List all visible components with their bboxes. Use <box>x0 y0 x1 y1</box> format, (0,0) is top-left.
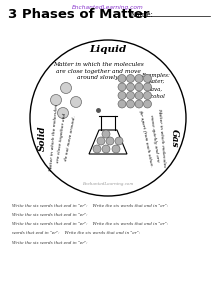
Text: Write the six words that end in "er":: Write the six words that end in "er": <box>12 213 87 217</box>
Text: Write the six words that end in "er":: Write the six words that end in "er": <box>12 241 87 245</box>
Circle shape <box>112 145 120 153</box>
Circle shape <box>127 83 135 91</box>
Text: Name:: Name: <box>130 12 153 18</box>
Circle shape <box>118 75 126 82</box>
Circle shape <box>97 137 105 145</box>
Circle shape <box>143 83 151 91</box>
Circle shape <box>127 75 135 82</box>
Circle shape <box>93 145 101 153</box>
Circle shape <box>135 92 143 99</box>
Text: move quickly and are: move quickly and are <box>149 114 159 162</box>
Circle shape <box>118 92 126 99</box>
Circle shape <box>135 83 143 91</box>
Circle shape <box>106 137 114 145</box>
Circle shape <box>30 40 186 196</box>
Circle shape <box>143 92 151 99</box>
Text: far apart from each other.: far apart from each other. <box>138 109 154 167</box>
Circle shape <box>135 100 143 108</box>
Circle shape <box>127 92 135 99</box>
Text: words that end in "er":    Write the six words that end in "er":: words that end in "er": Write the six wo… <box>12 231 140 235</box>
Text: Matter in which the molecules: Matter in which the molecules <box>49 104 59 172</box>
Text: are close together and: are close together and <box>57 113 67 163</box>
Circle shape <box>51 94 62 105</box>
Circle shape <box>143 75 151 82</box>
Circle shape <box>102 130 110 138</box>
Text: 3 Phases of Matter: 3 Phases of Matter <box>8 9 149 22</box>
Text: Matter in which molecules: Matter in which molecules <box>157 108 167 168</box>
Circle shape <box>70 96 81 107</box>
Circle shape <box>118 100 126 108</box>
Circle shape <box>57 107 68 118</box>
Circle shape <box>60 82 71 94</box>
Circle shape <box>102 145 110 153</box>
Circle shape <box>135 75 143 82</box>
Text: Matter in which the molecules
are close together and move
around slowly.: Matter in which the molecules are close … <box>53 62 143 81</box>
Circle shape <box>115 137 123 145</box>
Circle shape <box>143 100 151 108</box>
Text: Write the six words that end in "er":    Write the six words that end in "er":: Write the six words that end in "er": Wr… <box>12 204 168 208</box>
Circle shape <box>118 83 126 91</box>
Circle shape <box>127 100 135 108</box>
Text: Solid: Solid <box>38 125 46 151</box>
Text: Examples:
water,
lava,
alcohol: Examples: water, lava, alcohol <box>141 73 170 99</box>
Text: EnchantedLearning.com: EnchantedLearning.com <box>72 5 144 10</box>
Text: Liquid: Liquid <box>89 45 127 54</box>
Text: Gas: Gas <box>170 129 178 147</box>
Text: Write the six words that end in "er":    Write the six words that end in "er":: Write the six words that end in "er": Wr… <box>12 222 168 226</box>
Text: EnchantedLearning.com: EnchantedLearning.com <box>82 182 134 186</box>
Text: do not move around.: do not move around. <box>64 115 76 161</box>
